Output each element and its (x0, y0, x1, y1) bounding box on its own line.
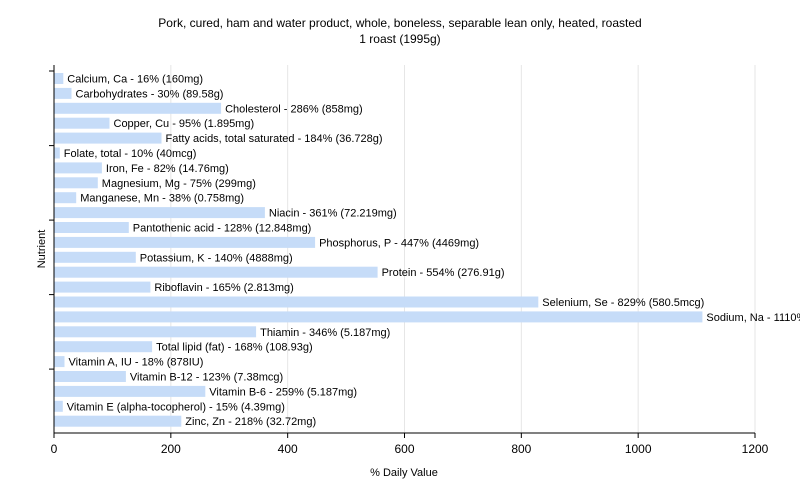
bar-label-12: Potassium, K - 140% (4888mg) (140, 252, 293, 264)
bar-label-20: Vitamin B-12 - 123% (7.38mcg) (130, 372, 283, 384)
x-tick-label-0: 0 (51, 442, 58, 456)
x-tick-label-3: 600 (394, 442, 414, 456)
chart-subtitle: 1 roast (1995g) (359, 32, 441, 46)
bar-0 (54, 73, 64, 84)
bar-13 (54, 266, 378, 278)
bar-label-15: Selenium, Se - 829% (580.5mcg) (542, 297, 704, 309)
bar-label-11: Phosphorus, P - 447% (4469mg) (319, 237, 479, 249)
axes: 0 200 400 600 800 1000 1200 (49, 65, 769, 456)
bar-16 (54, 311, 703, 323)
bar-14 (54, 281, 151, 293)
bar-11 (54, 236, 316, 248)
bar-label-19: Vitamin A, IU - 18% (878IU) (69, 357, 204, 369)
bars (54, 73, 703, 427)
bar-label-7: Magnesium, Mg - 75% (299mg) (102, 178, 256, 190)
bar-label-8: Manganese, Mn - 38% (0.758mg) (80, 193, 244, 205)
bar-2 (54, 102, 222, 114)
x-tick-label-4: 800 (511, 442, 531, 456)
bar-10 (54, 222, 129, 233)
bar-label-17: Thiamin - 346% (5.187mg) (260, 327, 390, 339)
bar-label-10: Pantothenic acid - 128% (12.848mg) (133, 223, 312, 235)
bar-5 (54, 147, 60, 159)
bar-label-14: Riboflavin - 165% (2.813mg) (154, 282, 293, 294)
x-tick-label-2: 400 (278, 442, 298, 456)
bar-1 (54, 87, 72, 99)
bar-15 (54, 296, 539, 308)
x-tick-label-1: 200 (161, 442, 181, 456)
bar-17 (54, 326, 257, 338)
bar-6 (54, 162, 102, 174)
x-axis-title: % Daily Value (370, 467, 438, 479)
bar-label-23: Zinc, Zn - 218% (32.72mg) (185, 416, 316, 428)
bar-label-3: Copper, Cu - 95% (1.895mg) (114, 118, 255, 130)
bar-18 (54, 341, 153, 353)
bar-3 (54, 117, 110, 129)
bar-4 (54, 132, 162, 144)
bar-7 (54, 177, 98, 189)
bar-label-18: Total lipid (fat) - 168% (108.93g) (156, 342, 313, 354)
gridlines (170, 65, 756, 433)
bar-label-0: Calcium, Ca - 16% (160mg) (67, 74, 203, 86)
x-tick-label-5: 1000 (625, 442, 652, 456)
bar-19 (54, 356, 65, 368)
bar-22 (54, 400, 63, 412)
bar-labels: Calcium, Ca - 16% (160mg) Carbohydrates -… (64, 74, 800, 429)
bar-20 (54, 371, 126, 382)
bar-23 (54, 415, 182, 427)
bar-label-4: Fatty acids, total saturated - 184% (36.… (166, 133, 383, 145)
bar-label-21: Vitamin B-6 - 259% (5.187mg) (209, 386, 357, 398)
bar-label-13: Protein - 554% (276.91g) (382, 267, 505, 279)
bar-label-9: Niacin - 361% (72.219mg) (269, 208, 397, 220)
bar-label-6: Iron, Fe - 82% (14.76mg) (106, 163, 229, 175)
bar-label-16: Sodium, Na - 1110% (26633mg) (706, 312, 800, 324)
bar-label-5: Folate, total - 10% (40mcg) (64, 148, 197, 160)
bar-label-22: Vitamin E (alpha-tocopherol) - 15% (4.39… (67, 401, 285, 413)
bar-12 (54, 251, 136, 263)
bar-9 (54, 207, 265, 219)
y-axis-title: Nutrient (36, 230, 48, 269)
x-tick-label-6: 1200 (742, 442, 769, 456)
bar-label-2: Cholesterol - 286% (858mg) (225, 103, 363, 115)
chart-title: Pork, cured, ham and water product, whol… (158, 16, 642, 30)
bar-label-1: Carbohydrates - 30% (89.58g) (76, 88, 224, 100)
bar-21 (54, 385, 206, 397)
bar-8 (54, 192, 77, 204)
